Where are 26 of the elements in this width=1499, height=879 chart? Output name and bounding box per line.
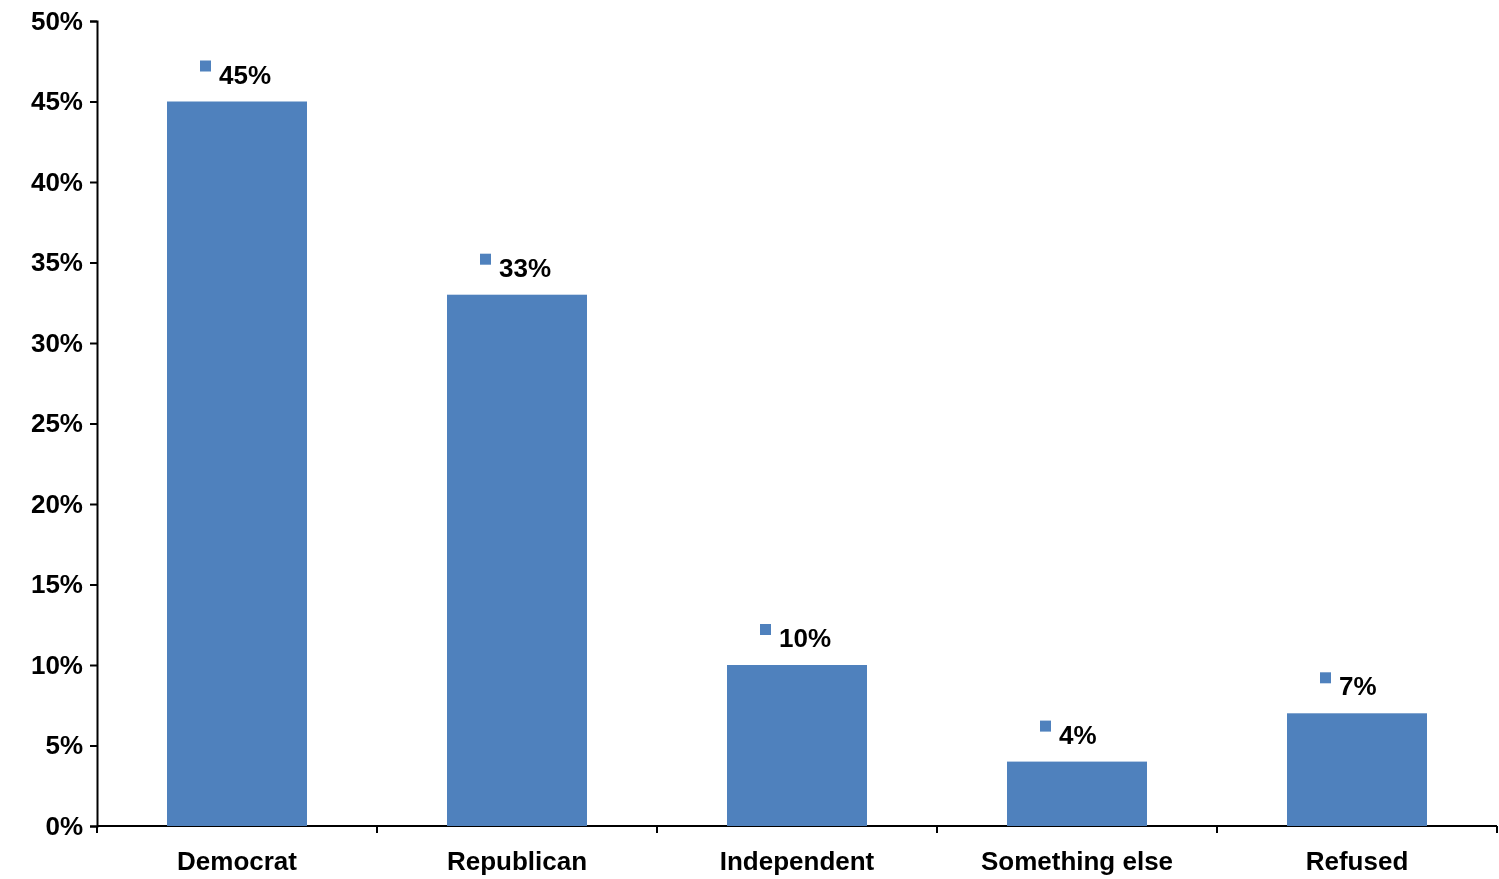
data-label: 4% [1059, 719, 1097, 750]
y-tick-label: 50% [30, 5, 83, 36]
y-tick-label: 40% [30, 166, 83, 197]
y-tick-label: 30% [30, 327, 83, 358]
y-tick-label: 45% [30, 86, 83, 117]
x-tick-label: Independent [719, 846, 875, 876]
data-label: 33% [499, 252, 552, 283]
y-tick-label: 5% [45, 730, 83, 761]
y-tick-label: 10% [30, 649, 83, 680]
x-tick-label: Something else [980, 846, 1174, 876]
y-tick-label: 25% [30, 408, 83, 439]
y-tick-label: 35% [30, 247, 83, 278]
bar [727, 665, 867, 826]
y-tick-label: 15% [30, 569, 83, 600]
bar [167, 101, 307, 826]
bar [1007, 761, 1147, 826]
y-tick-label: 20% [30, 488, 83, 519]
data-label: 7% [1339, 671, 1377, 702]
x-tick-label: Republican [446, 846, 588, 876]
y-tick-label: 0% [45, 810, 83, 841]
x-tick-label: Democrat [177, 846, 298, 876]
bar [447, 294, 587, 826]
data-label: 10% [779, 623, 832, 653]
data-label: 45% [219, 59, 272, 90]
bar [1287, 713, 1427, 826]
x-tick-label: Refused [1305, 846, 1409, 876]
